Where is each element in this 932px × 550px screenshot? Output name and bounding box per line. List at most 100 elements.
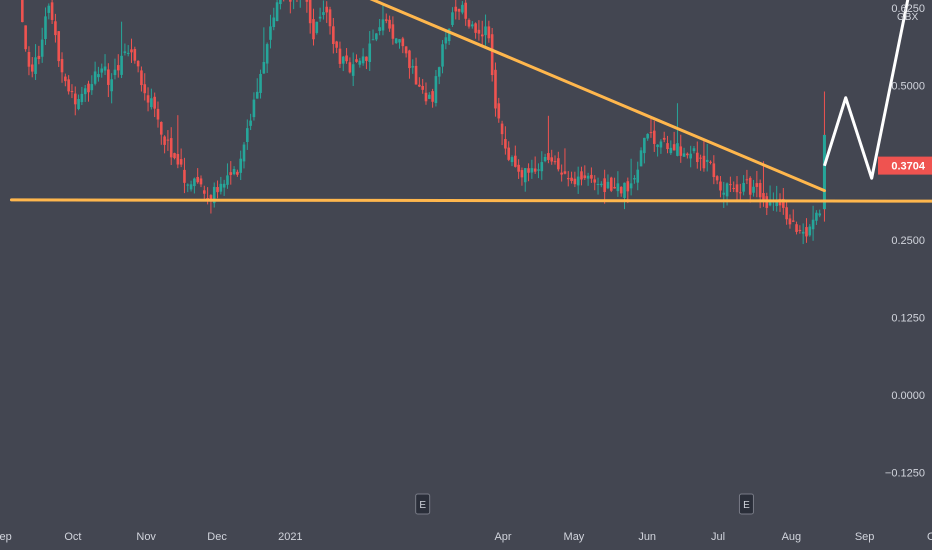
candle-body (219, 183, 223, 192)
candle-body (729, 184, 732, 186)
candle-body (193, 178, 196, 187)
candle-body (477, 29, 481, 34)
candle-body (249, 120, 252, 126)
candle-body (143, 84, 147, 94)
x-tick-label: Sep (855, 531, 875, 543)
candle-body (659, 141, 663, 148)
candle-body (646, 133, 649, 139)
candle-body (758, 183, 762, 198)
candle-body (699, 157, 702, 159)
candle-body (328, 9, 332, 27)
candle-body (480, 34, 484, 37)
candle-body (805, 227, 808, 237)
candle-body (695, 152, 699, 163)
candle-body (454, 6, 458, 12)
candle-body (527, 168, 530, 173)
candle-body (566, 177, 570, 180)
candle-body (259, 73, 262, 93)
candle-body (682, 153, 686, 157)
candle-body (404, 46, 408, 54)
candle-body (355, 59, 358, 62)
candle-body (732, 188, 735, 190)
candle-body (712, 163, 716, 178)
earnings-marker[interactable] (738, 493, 754, 515)
candle-body (322, 12, 325, 15)
candle-body (497, 103, 501, 119)
candle-body (487, 26, 491, 39)
x-tick-label: Oct (927, 531, 932, 543)
x-tick-label: Sep (0, 531, 12, 543)
candle-body (457, 8, 461, 12)
candle-body (388, 19, 391, 29)
candle-body (643, 137, 646, 154)
candle-body (652, 130, 656, 144)
candle-body (583, 175, 587, 179)
candle-body (394, 38, 398, 44)
candle-body (702, 155, 706, 169)
candle-body (808, 226, 812, 236)
candle-body (768, 200, 772, 206)
candle-body (189, 184, 193, 190)
candle-body (30, 64, 34, 72)
candle-body (510, 157, 514, 163)
candle-body (471, 24, 474, 27)
candle-body (236, 171, 239, 175)
candle-body (669, 147, 673, 154)
earnings-marker[interactable] (415, 493, 431, 515)
resistance-trendline[interactable] (238, 0, 826, 193)
candle-body (54, 21, 57, 36)
price-axis: 0.6250 0.5000 0.2500 0.1250 0.0000 −0.1250 0.3… (878, 3, 932, 479)
candle-body (391, 24, 395, 39)
candle-body (156, 108, 160, 120)
candle-body (398, 39, 401, 43)
candle-body (636, 169, 640, 183)
candle-body (785, 207, 788, 220)
candle-body (523, 168, 527, 183)
candle-body (140, 70, 143, 86)
candle-body (437, 67, 441, 77)
candle-body (40, 39, 44, 57)
y-tick-label: 0.2500 (891, 235, 925, 247)
candle-body (24, 25, 27, 50)
candle-body (110, 79, 113, 92)
x-tick-label: Apr (494, 531, 511, 543)
candle-body (87, 83, 90, 93)
y-tick-label: 0.6250 (891, 3, 925, 15)
candle-body (229, 172, 233, 175)
candle-body (312, 19, 315, 40)
y-tick-label: −0.1250 (885, 467, 925, 479)
x-tick-label: Jul (711, 531, 725, 543)
candle-body (196, 176, 199, 183)
candle-body (345, 55, 348, 62)
candle-body (252, 99, 256, 118)
projection-path[interactable] (823, 0, 932, 180)
candle-body (408, 50, 411, 69)
candle-body (692, 148, 696, 152)
candle-body (461, 4, 464, 13)
candle-body (338, 48, 342, 64)
candle-body (116, 65, 120, 71)
candle-body (242, 144, 246, 162)
candle-body (27, 52, 31, 67)
candle-body (818, 213, 822, 216)
candle-body (547, 153, 550, 160)
candle-body (183, 169, 186, 183)
candle-body (90, 84, 94, 91)
candle-body (239, 158, 242, 173)
y-tick-label: 0.5000 (891, 80, 925, 92)
candle-body (464, 2, 467, 19)
candle-body (676, 143, 679, 156)
candle-body (672, 144, 676, 151)
candle-body (83, 88, 87, 95)
candle-body (762, 193, 765, 200)
candle-body (361, 56, 365, 64)
support-trendline[interactable] (9, 198, 932, 203)
candle-body (801, 231, 805, 234)
candle-body (216, 187, 219, 193)
candle-body (467, 19, 471, 27)
candle-body (742, 182, 745, 192)
candle-body (97, 74, 100, 78)
candle-body (50, 2, 54, 20)
candle-body (517, 164, 520, 172)
